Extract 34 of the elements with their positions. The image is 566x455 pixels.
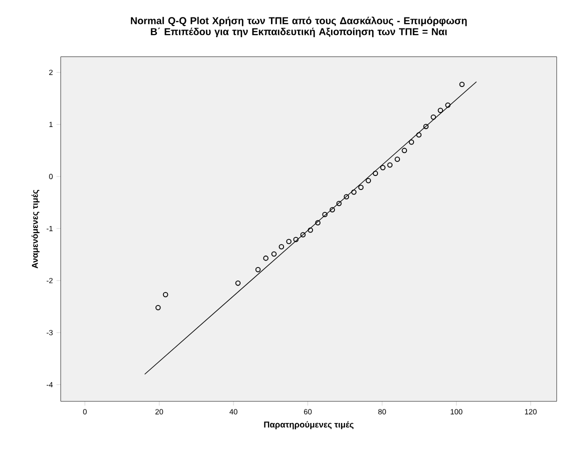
- point: [344, 194, 350, 200]
- point: [408, 139, 414, 145]
- point: [155, 304, 161, 310]
- point: [255, 266, 261, 272]
- point: [423, 124, 429, 130]
- point: [416, 132, 422, 138]
- point: [263, 256, 268, 261]
- point: [387, 162, 393, 168]
- point: [278, 244, 284, 250]
- point: [366, 178, 371, 184]
- point: [293, 236, 299, 242]
- point: [380, 164, 386, 170]
- point: [438, 108, 444, 113]
- point: [372, 170, 378, 176]
- x-axis-title: Παρατηρούμενες τιμές: [264, 421, 354, 430]
- point: [162, 292, 168, 298]
- point: [235, 280, 241, 286]
- point: [286, 238, 292, 244]
- point: [430, 114, 436, 120]
- point: [315, 220, 320, 226]
- point: [330, 207, 335, 212]
- point: [402, 148, 408, 154]
- point: [358, 184, 364, 190]
- point: [351, 189, 357, 195]
- point: [459, 82, 465, 87]
- y-axis-title: Αναμενόμενες τιμές: [32, 190, 40, 268]
- point: [445, 102, 450, 108]
- point: [300, 232, 306, 238]
- point: [308, 227, 314, 233]
- point: [336, 200, 342, 206]
- point: [271, 251, 277, 257]
- point: [322, 212, 328, 218]
- chart-title: Normal Q-Q Plot Χρήση των ΤΠΕ από τους Δασκάλους - Επιμόρφωση Β΄ Επιπέδου για την Εκπαιδευτική Αξιοποίηση των ΤΠΕ = Ναι: [130, 16, 467, 38]
- point: [394, 156, 400, 162]
